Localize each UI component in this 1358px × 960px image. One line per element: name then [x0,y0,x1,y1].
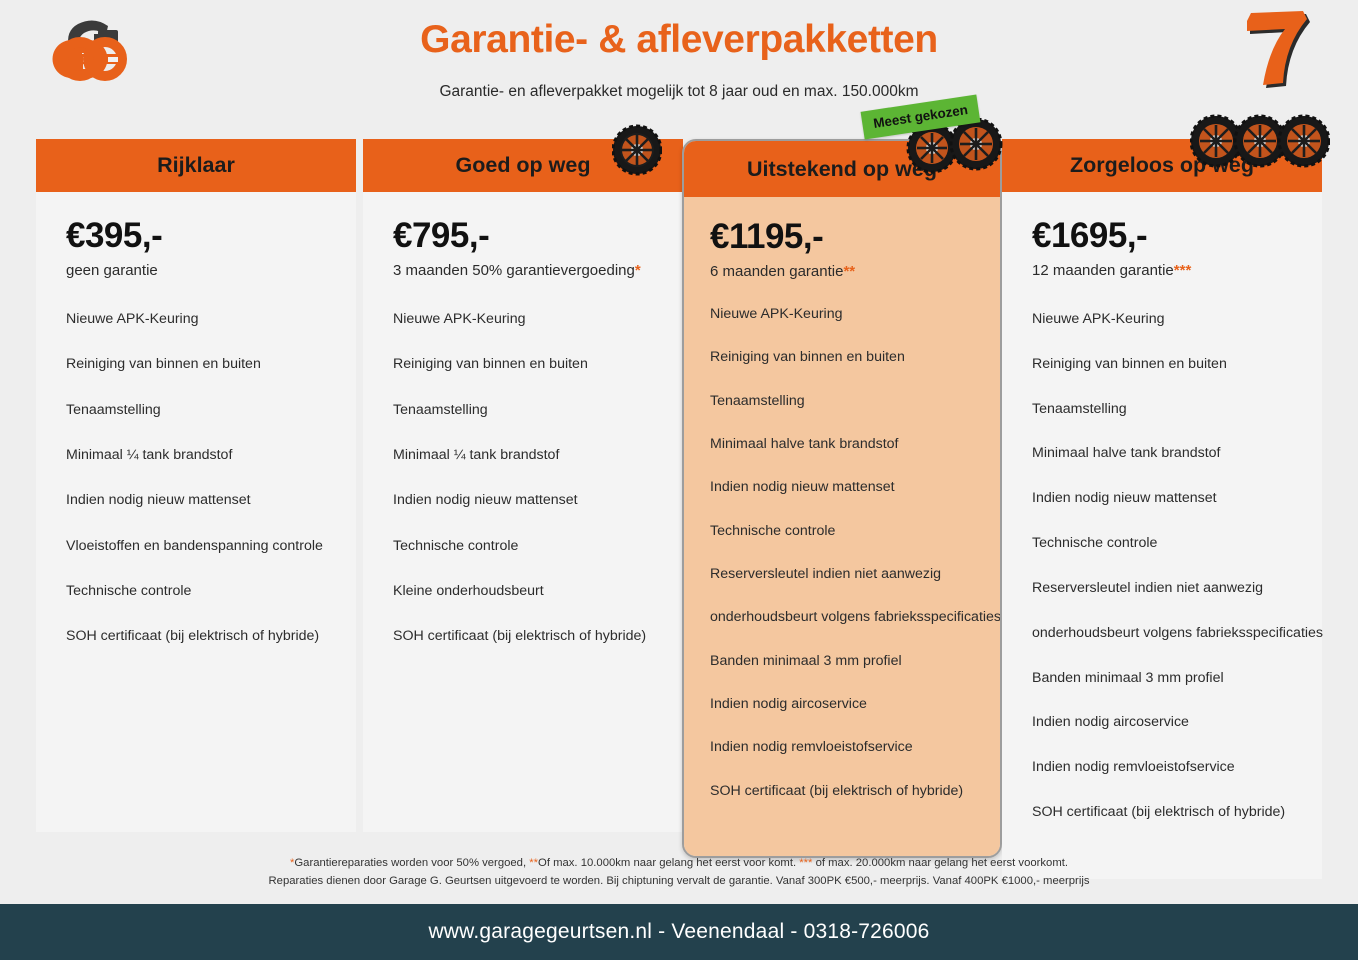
feature-item: Technische controle [710,522,836,539]
footnotes: *Garantiereparaties worden voor 50% verg… [0,855,1358,890]
package-title: Rijklaar [157,153,235,177]
card-body: €1195,- 6 maanden garantie** Nieuwe APK-… [684,197,1000,856]
footnote-text-1: Garantiereparaties worden voor 50% vergo… [294,857,530,869]
feature-item: Tenaamstelling [66,401,161,418]
footnote-line-2: Reparaties dienen door Garage G. Geurtse… [268,874,1090,887]
feature-list: Nieuwe APK-Keuring Reiniging van binnen … [66,311,326,645]
feature-item: Kleine onderhoudsbeurt [393,582,544,599]
feature-item: onderhoudsbeurt volgens fabrieksspecific… [1032,624,1324,641]
footnote-text-2: Of max. 10.000km naar gelang het eerst v… [538,857,800,869]
package-card-goed-op-weg[interactable]: Goed op weg €795,- 3 maanden 50% garanti… [363,139,683,832]
feature-item: Indien nodig nieuw mattenset [1032,490,1217,507]
feature-item: Technische controle [1032,535,1158,552]
feature-list: Nieuwe APK-Keuring Reiniging van binnen … [710,306,1002,799]
package-card-zorgeloos-op-weg[interactable]: Zorgeloos op weg €1695,- 12 maanden gara… [1002,139,1324,879]
feature-item: SOH certificaat (bij elektrisch of hybri… [66,628,320,645]
price-note-text: 6 maanden garantie [710,263,844,280]
card-header: Uitstekend op weg [684,141,1000,197]
price-note-asterisk: * [634,262,641,279]
feature-item: Tenaamstelling [1032,400,1127,417]
card-header: Rijklaar [36,139,356,192]
package-card-rijklaar[interactable]: Rijklaar €395,- geen garantie Nieuwe APK… [36,139,356,832]
package-price: €1195,- [710,217,824,256]
feature-item: Reserversleutel indien niet aanwezig [1032,579,1264,596]
feature-item: Indien nodig nieuw mattenset [66,492,251,509]
package-price: €1695,- [1032,216,1148,255]
card-body: €795,- 3 maanden 50% garantievergoeding*… [363,192,683,832]
feature-item: Tenaamstelling [393,401,488,418]
footnote-asterisk-1: * [289,857,295,869]
package-price: €795,- [393,216,490,255]
feature-item: Reiniging van binnen en buiten [1032,355,1227,372]
feature-item: Minimaal halve tank brandstof [1032,445,1221,462]
feature-list: Nieuwe APK-Keuring Reiniging van binnen … [393,311,653,645]
seven-mark [1234,8,1326,92]
price-note-text: 3 maanden 50% garantievergoeding [393,262,635,279]
package-title: Zorgeloos op weg [1070,153,1254,177]
footer-bar: www.garagegeurtsen.nl - Veenendaal - 031… [0,904,1358,960]
price-note-text: geen garantie [66,262,158,279]
page-header: Garantie- & afleverpakketten Garantie- e… [0,0,1358,133]
package-title: Uitstekend op weg [747,156,937,181]
feature-item: Reiniging van binnen en buiten [66,356,261,373]
feature-item: Indien nodig nieuw mattenset [393,492,578,509]
feature-item: Indien nodig aircoservice [1032,714,1189,731]
feature-item: Minimaal halve tank brandstof [710,435,899,452]
feature-item: Nieuwe APK-Keuring [1032,311,1165,327]
package-price: €395,- [66,216,163,255]
page-title: Garantie- & afleverpakketten [420,18,938,61]
footnote-asterisk-3: *** [799,857,813,869]
page-subtitle: Garantie- en afleverpakket mogelijk tot … [439,83,919,100]
footnote-text-3: of max. 20.000km naar gelang het eerst v… [812,857,1069,869]
footer-contact-text: www.garagegeurtsen.nl - Veenendaal - 031… [428,920,930,943]
feature-item: Minimaal ¼ tank brandstof [393,446,560,463]
package-price-note: 3 maanden 50% garantievergoeding* [393,262,653,279]
card-header: Goed op weg [363,139,683,192]
package-title: Goed op weg [455,153,591,177]
package-price-note: 12 maanden garantie*** [1032,262,1292,279]
feature-item: SOH certificaat (bij elektrisch of hybri… [393,628,647,645]
feature-item: Nieuwe APK-Keuring [393,311,526,327]
footnote-asterisk-2: ** [529,857,539,869]
feature-item: Reserversleutel indien niet aanwezig [710,565,942,582]
package-price-note: geen garantie [66,262,326,279]
feature-item: Banden minimaal 3 mm profiel [710,652,902,669]
feature-item: Technische controle [393,537,519,554]
feature-item: Indien nodig nieuw mattenset [710,479,895,496]
feature-item: Nieuwe APK-Keuring [66,311,199,327]
feature-item: SOH certificaat (bij elektrisch of hybri… [710,782,964,799]
feature-item: Reiniging van binnen en buiten [710,349,905,366]
feature-item: Reiniging van binnen en buiten [393,356,588,373]
feature-item: Technische controle [66,582,192,599]
feature-item: Indien nodig remvloeistofservice [710,739,913,756]
card-header: Zorgeloos op weg [1002,139,1322,192]
feature-item: Banden minimaal 3 mm profiel [1032,669,1224,686]
feature-item: Tenaamstelling [710,392,805,409]
feature-item: onderhoudsbeurt volgens fabrieksspecific… [710,609,1002,626]
package-card-uitstekend-op-weg[interactable]: Uitstekend op weg €1195,- 6 maanden gara… [682,139,1002,858]
card-body: €395,- geen garantie Nieuwe APK-Keuring … [36,192,356,832]
feature-item: SOH certificaat (bij elektrisch of hybri… [1032,804,1286,821]
package-price-note: 6 maanden garantie** [710,263,974,280]
footnote-line-1: *Garantiereparaties worden voor 50% verg… [0,855,1358,873]
feature-item: Minimaal ¼ tank brandstof [66,446,233,463]
feature-item: Vloeistoffen en bandenspanning controle [66,537,323,554]
package-cards: Rijklaar €395,- geen garantie Nieuwe APK… [0,139,1358,879]
price-note-text: 12 maanden garantie [1032,262,1174,279]
feature-item: Indien nodig remvloeistofservice [1032,759,1235,776]
feature-item: Indien nodig aircoservice [710,695,867,712]
price-note-asterisk: *** [1173,262,1192,279]
card-body: €1695,- 12 maanden garantie*** Nieuwe AP… [1002,192,1324,879]
gg-garage-geurtsen-logo [50,14,146,86]
feature-item: Nieuwe APK-Keuring [710,306,843,322]
feature-list: Nieuwe APK-Keuring Reiniging van binnen … [1032,311,1324,821]
price-note-asterisk: ** [843,263,856,280]
